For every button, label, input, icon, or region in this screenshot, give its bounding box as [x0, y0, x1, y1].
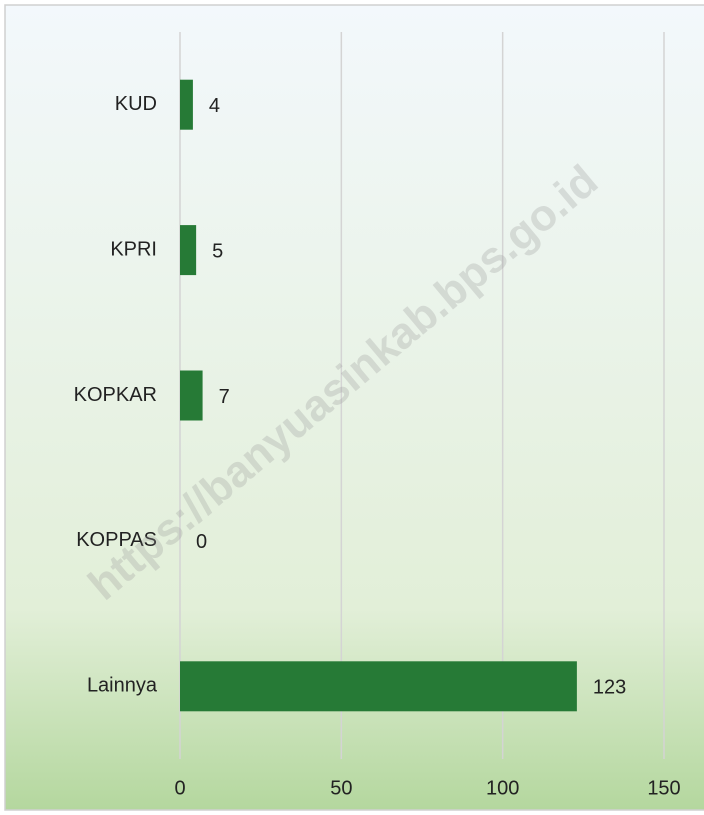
y-tick-label: Lainnya	[87, 675, 158, 697]
data-label: 4	[209, 95, 220, 117]
y-tick-label: KPRI	[110, 238, 157, 260]
bar	[180, 661, 577, 712]
x-tick-label: 150	[647, 777, 680, 799]
y-tick-label: KOPKAR	[74, 384, 157, 406]
x-tick-label: 0	[174, 777, 185, 799]
x-tick-label: 50	[330, 777, 352, 799]
y-tick-label: KUD	[115, 93, 157, 115]
bar	[180, 370, 203, 421]
data-label: 7	[219, 386, 230, 408]
data-label: 5	[212, 240, 223, 262]
y-tick-label: KOPPAS	[76, 529, 157, 551]
bar	[180, 225, 197, 276]
x-tick-label: 100	[486, 777, 519, 799]
data-label: 0	[196, 531, 207, 553]
data-label: 123	[593, 677, 626, 699]
bar	[180, 79, 193, 130]
